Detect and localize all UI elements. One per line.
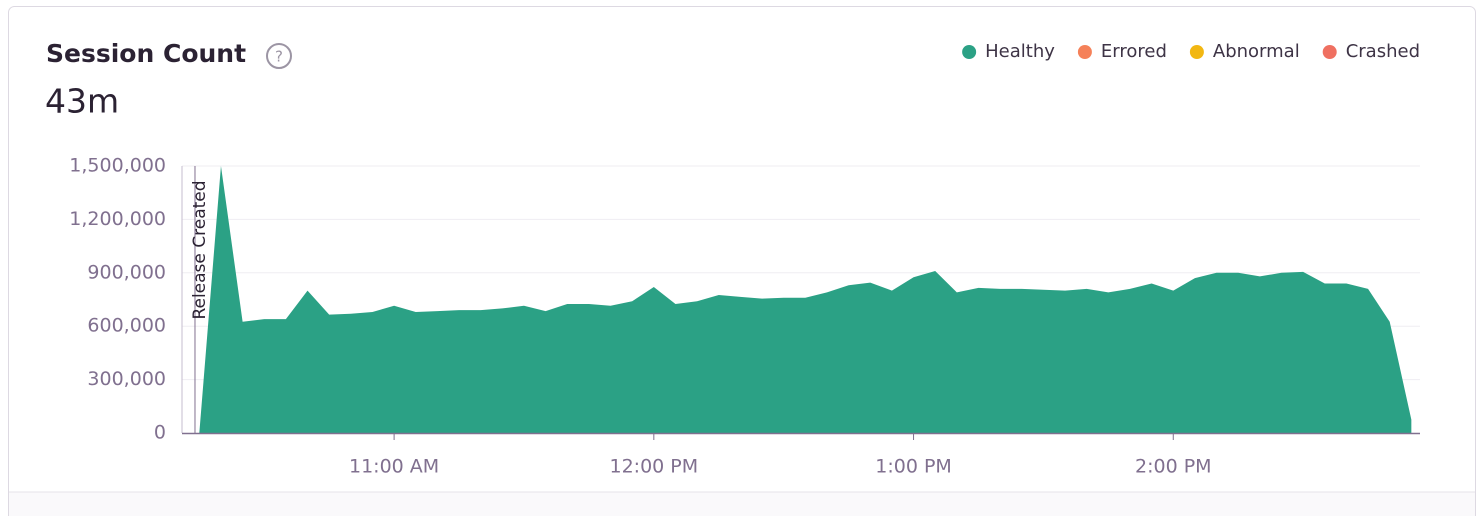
y-tick-label: 600,000 [87,315,166,337]
legend-swatch [1189,45,1204,59]
release-label: Release Created [190,180,210,319]
chart-title: Session Count [46,39,246,68]
area [199,166,1412,433]
x-tick-label: 1:00 PM [875,456,952,478]
help-icon[interactable]: ? [266,43,292,69]
legend-label: Abnormal [1213,41,1300,62]
x-tick-label: 12:00 PM [609,456,698,478]
legend-label: Crashed [1346,41,1420,62]
y-tick-label: 300,000 [87,368,166,390]
svg-text:?: ? [275,48,283,66]
legend-label: Healthy [985,41,1055,62]
x-tick-label: 11:00 AM [349,456,439,478]
y-tick-label: 0 [154,422,166,444]
legend-swatch [962,45,977,59]
legend-label: Errored [1101,41,1167,62]
y-tick-label: 1,500,000 [69,155,166,177]
big-number: 43m [45,82,119,121]
y-tick-label: 900,000 [87,261,166,283]
y-tick-label: 1,200,000 [69,208,166,230]
card-footer [9,492,1475,516]
legend-swatch [1077,45,1092,59]
x-tick-label: 2:00 PM [1135,456,1212,478]
legend-swatch [1322,45,1337,59]
